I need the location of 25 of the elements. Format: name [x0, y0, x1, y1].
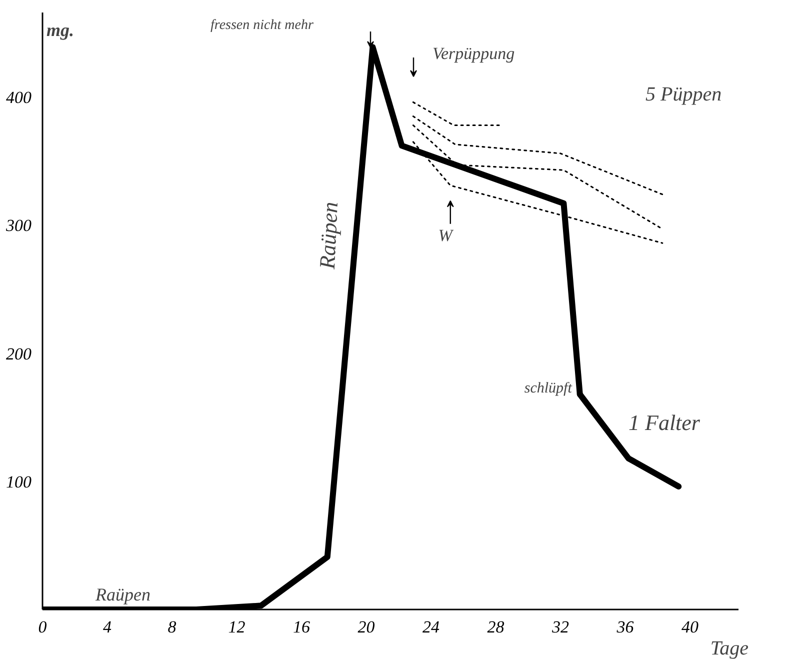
annotation: W	[438, 226, 454, 245]
y-tick-label: 100	[6, 472, 32, 492]
x-tick-label: 20	[358, 618, 376, 636]
annotation: 5 Püppen	[646, 84, 722, 106]
y-tick-label: 200	[6, 344, 32, 364]
x-tick-label: 12	[228, 618, 246, 636]
annotation: 1 Falter	[628, 410, 700, 435]
annotation: Raüpen	[314, 201, 343, 271]
y-tick-label: 400	[6, 88, 32, 108]
annotation: Verpüppung	[432, 44, 515, 63]
y-axis-title: mg.	[46, 20, 74, 40]
x-tick-label: 4	[102, 618, 112, 636]
x-tick-label: 40	[681, 618, 699, 636]
x-tick-label: 0	[38, 618, 48, 636]
x-tick-label: 8	[168, 618, 177, 636]
annotation: fressen nicht mehr	[210, 18, 314, 33]
y-tick-label: 300	[5, 216, 32, 236]
x-tick-label: 16	[292, 618, 310, 636]
x-axis-title: Tage	[710, 638, 749, 659]
x-tick-label: 36	[616, 618, 634, 636]
x-tick-label: 28	[487, 618, 505, 636]
x-tick-label: 24	[422, 618, 440, 636]
annotation: Raüpen	[94, 584, 150, 604]
x-tick-label: 32	[550, 618, 570, 636]
annotation: schlüpft	[524, 380, 573, 396]
